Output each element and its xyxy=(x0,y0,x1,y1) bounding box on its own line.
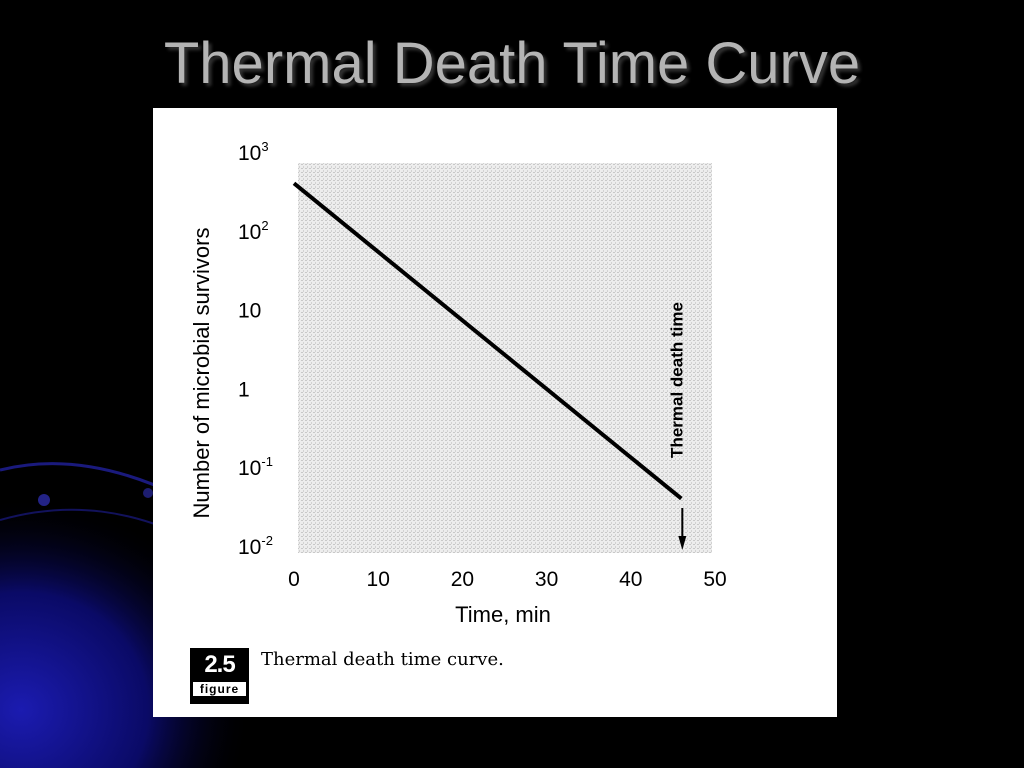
x-axis-label: Time, min xyxy=(455,602,551,627)
y-tick-label: 102 xyxy=(238,218,269,244)
thermal-death-time-chart: 10-2 10-1 1 10 102 103 0 10 20 30 40 50 Thermal de… xyxy=(189,139,727,627)
y-tick-label: 10-1 xyxy=(238,454,273,480)
thermal-death-time-arrowhead xyxy=(678,536,687,550)
x-tick-label: 40 xyxy=(619,568,642,591)
y-tick-label: 103 xyxy=(238,139,269,165)
slide-title: Thermal Death Time Curve xyxy=(163,31,861,96)
annotation-layer: Thermal death time xyxy=(667,302,687,550)
x-axis-ticks: 0 10 20 30 40 50 xyxy=(288,568,727,591)
y-tick-label: 10 xyxy=(238,300,261,323)
survivor-curve-line xyxy=(292,181,683,501)
y-axis-ticks: 10-2 10-1 1 10 102 103 xyxy=(238,139,273,559)
y-axis-label: Number of microbial survivors xyxy=(189,228,214,519)
x-tick-label: 50 xyxy=(703,568,726,591)
x-tick-label: 20 xyxy=(451,568,474,591)
y-tick-label: 10-2 xyxy=(238,533,273,559)
x-tick-label: 0 xyxy=(288,568,300,591)
series-layer xyxy=(292,181,683,501)
figure-badge-word: figure xyxy=(193,682,246,696)
figure-number: 2.5 xyxy=(204,651,235,678)
thermal-death-time-label: Thermal death time xyxy=(667,302,686,458)
y-tick-label: 1 xyxy=(238,378,250,401)
figure-badge: 2.5 figure xyxy=(190,648,249,704)
figure-panel: 10-2 10-1 1 10 102 103 0 10 20 30 40 50 Thermal de… xyxy=(153,108,837,717)
figure-caption: Thermal death time curve. xyxy=(261,649,504,670)
plot-area xyxy=(298,163,712,553)
x-tick-label: 10 xyxy=(367,568,390,591)
x-tick-label: 30 xyxy=(535,568,558,591)
